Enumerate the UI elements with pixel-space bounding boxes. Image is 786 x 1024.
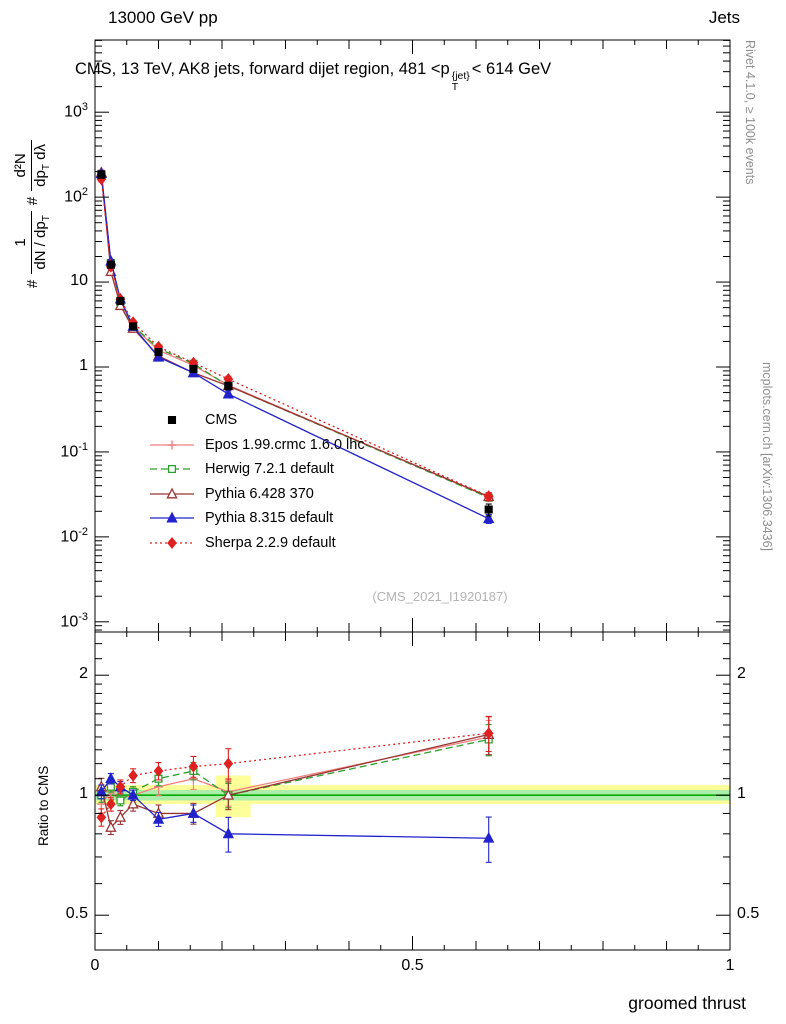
legend-marker-sample — [150, 487, 194, 499]
legend-label: Sherpa 2.2.9 default — [205, 534, 336, 551]
legend-label: Pythia 8.315 default — [205, 510, 334, 527]
ratio-y-tick-label-left: 2 — [79, 665, 88, 683]
main-y-tick-label: 103 — [64, 101, 88, 121]
ratio-y-axis-title: Ratio to CMS — [36, 765, 51, 846]
legend-label: Epos 1.99.crmc 1.6.0 lhc — [205, 436, 365, 453]
legend-marker-sample — [150, 511, 194, 523]
process-label: Jets — [708, 8, 740, 27]
legend-item: Pythia 8.315 default — [148, 506, 365, 531]
hash-symbol: # — [24, 196, 42, 206]
ratio-y-tick-label-right: 0.5 — [737, 905, 760, 923]
legend-item: Herwig 7.2.1 default — [148, 457, 365, 482]
main-y-tick-label: 10 — [70, 272, 88, 290]
ratio-y-tick-label-right: 2 — [737, 665, 746, 683]
pt-jet-script: {jet} T — [451, 70, 470, 94]
main-y-axis-title: # 1 dN / dpT # d²N dpT dλ — [12, 140, 53, 288]
legend-item: CMS — [148, 408, 365, 433]
legend: CMS Epos 1.99.crmc 1.6.0 lhc Herwig 7.2.1 … — [148, 408, 365, 555]
x-tick-label: 1 — [725, 957, 735, 974]
legend-marker-sample — [150, 440, 194, 450]
ratio-y-tick-label-right: 1 — [737, 785, 746, 803]
fraction-one-over-dndpt: 1 dN / dpT — [12, 211, 53, 274]
x-tick-label: 0 — [90, 957, 100, 974]
main-y-tick-label: 10-3 — [60, 610, 88, 631]
main-y-tick-label: 10-2 — [60, 525, 88, 546]
plot-title-text: CMS, 13 TeV, AK8 jets, forward dijet reg… — [75, 60, 450, 78]
plot-title: CMS, 13 TeV, AK8 jets, forward dijet reg… — [75, 60, 551, 93]
legend-item: Sherpa 2.2.9 default — [148, 531, 365, 556]
beam-energy-label: 13000 GeV pp — [108, 8, 218, 27]
fraction-d2n: d²N dpT dλ — [12, 140, 53, 191]
main-y-tick-label: 102 — [64, 186, 88, 206]
pt-subscript: T — [451, 81, 459, 94]
analysis-id-watermark: (CMS_2021_I1920187) — [372, 589, 508, 604]
legend-item: Epos 1.99.crmc 1.6.0 lhc — [148, 433, 365, 458]
legend-label: Herwig 7.2.1 default — [205, 461, 334, 478]
x-axis-title: groomed thrust — [628, 993, 746, 1013]
main-y-tick-label: 10-1 — [60, 440, 88, 461]
legend-item: Pythia 6.428 370 — [148, 482, 365, 507]
ratio-y-tick-label-left: 0.5 — [65, 905, 88, 923]
main-panel — [95, 166, 495, 524]
rivet-version-note: Rivet 4.1.0, ≥ 100k events — [743, 40, 757, 185]
legend-marker-sample — [150, 465, 194, 474]
x-tick-label: 0.5 — [401, 957, 424, 974]
legend-label: Pythia 6.428 370 — [205, 485, 314, 502]
legend-marker-sample — [150, 536, 194, 549]
ratio-y-tick-label-left: 1 — [79, 785, 88, 803]
main-y-tick-label: 1 — [79, 357, 88, 374]
axes — [94, 39, 731, 951]
pt-superscript: {jet} — [451, 70, 470, 82]
legend-marker-sample — [167, 416, 177, 425]
plot-title-text-end: < 614 GeV — [471, 60, 552, 78]
hash-symbol: # — [24, 279, 42, 288]
mcplots-attribution-note: mcplots.cern.ch [arXiv:1306.3436] — [760, 362, 774, 551]
legend-label: CMS — [205, 412, 238, 429]
ratio-panel — [95, 715, 730, 863]
